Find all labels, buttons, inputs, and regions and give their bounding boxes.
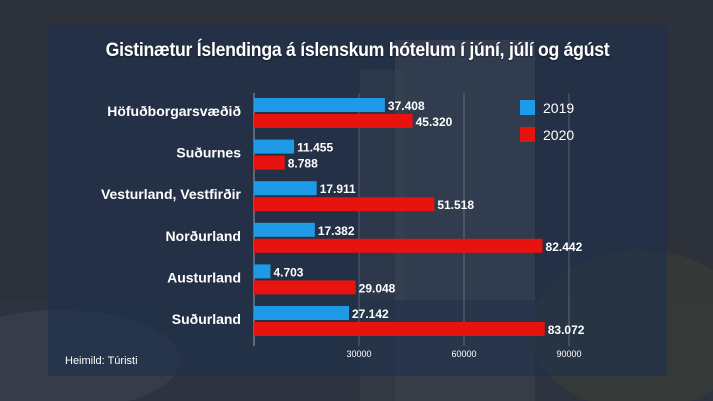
legend-label: 2019 — [543, 100, 574, 116]
bar-2020 — [254, 155, 285, 170]
bar-2019 — [254, 264, 271, 279]
bar-2020 — [254, 197, 435, 212]
bar-2019 — [254, 222, 315, 237]
bar-2019 — [254, 98, 385, 112]
x-tick-label: 90000 — [556, 349, 581, 359]
value-label: 4.703 — [273, 265, 303, 279]
source-note: Heimild: Túristi — [65, 355, 138, 367]
x-tick-label: 60000 — [451, 349, 476, 359]
legend-swatch — [520, 127, 535, 142]
category-label: Höfuðborgarsvæðið — [107, 103, 241, 119]
category-label: Suðurland — [172, 311, 241, 327]
category-label: Austurland — [167, 269, 241, 285]
bar-2020 — [254, 280, 356, 295]
value-label: 8.788 — [288, 157, 318, 171]
value-label: 29.048 — [359, 281, 396, 295]
bar-2020 — [254, 238, 543, 253]
value-label: 82.442 — [546, 240, 583, 254]
x-tick-label: 30000 — [346, 349, 371, 359]
value-label: 83.072 — [548, 323, 585, 337]
legend-label: 2020 — [543, 127, 574, 143]
category-label: Norðurland — [166, 228, 241, 244]
value-label: 45.320 — [416, 115, 453, 129]
legend-swatch — [520, 100, 535, 115]
category-label: Vesturland, Vestfirðir — [101, 186, 242, 202]
value-label: 51.518 — [437, 198, 474, 212]
value-label: 11.455 — [297, 141, 333, 155]
bar-2019 — [254, 181, 317, 196]
value-label: 37.408 — [388, 99, 425, 113]
bar-2020 — [254, 322, 545, 336]
bar-2020 — [254, 114, 413, 128]
value-label: 27.142 — [352, 307, 389, 321]
bar-2019 — [254, 139, 295, 154]
value-label: 17.382 — [318, 224, 355, 238]
chart-title: Gistinætur Íslendinga á íslenskum hótelu… — [105, 40, 610, 61]
category-label: Suðurnes — [176, 145, 241, 161]
value-label: 17.911 — [320, 182, 356, 196]
bar-2019 — [254, 306, 349, 320]
